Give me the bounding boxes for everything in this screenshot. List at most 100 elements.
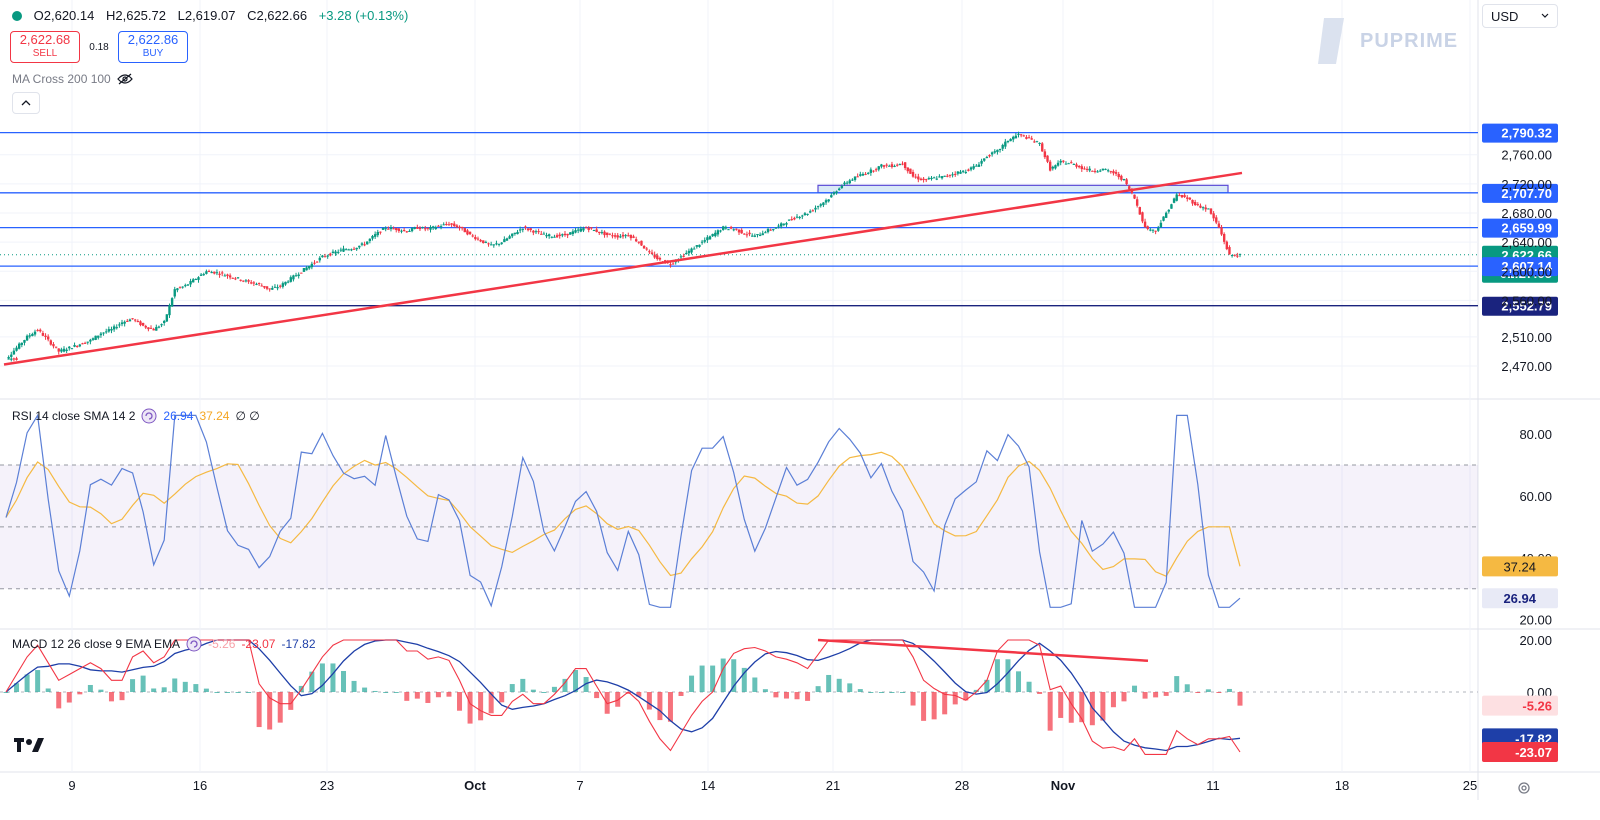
- candle-body: [176, 288, 179, 291]
- currency-select[interactable]: USD: [1482, 4, 1558, 28]
- level-label-bg: [1482, 218, 1558, 238]
- candle-body: [600, 232, 604, 234]
- macd-histogram-bar: [783, 692, 789, 699]
- y-tick-label: 2,680.00: [1501, 206, 1552, 221]
- macd-histogram-bar: [952, 692, 958, 705]
- candle-body: [827, 199, 830, 202]
- candle-body: [993, 151, 996, 153]
- candle-body: [279, 285, 282, 287]
- candle-body: [919, 178, 923, 181]
- candle-body: [358, 245, 361, 248]
- candle-body: [695, 245, 699, 247]
- candle-body: [745, 234, 749, 236]
- y-tick-label: 2,560.00: [1501, 293, 1552, 308]
- macd-histogram-bar: [878, 692, 884, 693]
- candle-body: [318, 257, 321, 261]
- buy-button[interactable]: 2,622.86 BUY: [118, 31, 188, 63]
- candle-body: [795, 216, 799, 218]
- collapse-button[interactable]: [12, 92, 40, 114]
- candle-body: [1122, 179, 1126, 181]
- candle-body: [540, 233, 543, 235]
- candle-body: [1128, 186, 1131, 190]
- candle-body: [344, 249, 348, 251]
- macd-histogram-bar: [3, 692, 9, 693]
- candle-body: [605, 232, 609, 235]
- macd-histogram-bar: [741, 667, 747, 692]
- candle-body: [882, 165, 886, 167]
- candle-body: [798, 217, 801, 219]
- candle-body: [634, 239, 638, 242]
- macd-histogram-bar: [573, 670, 579, 692]
- candle-body: [1054, 165, 1057, 169]
- candle-body: [508, 236, 511, 239]
- candle-body: [518, 229, 522, 231]
- candle-body: [139, 321, 142, 326]
- candle-body: [1117, 173, 1120, 178]
- candle-body: [1001, 144, 1004, 149]
- candle-body: [1178, 195, 1181, 197]
- candle-body: [389, 227, 393, 230]
- ascending-trendline: [3, 171, 1243, 366]
- candle-body: [935, 178, 938, 180]
- macd-histogram-bar: [151, 688, 157, 692]
- candle-body: [505, 238, 509, 241]
- rsi-indicator-title[interactable]: RSI 14 close SMA 14 2 26.94 37.24 ∅ ∅: [12, 408, 260, 424]
- macd-histogram-bar: [172, 678, 178, 692]
- candle-body: [996, 149, 999, 153]
- candle-body: [416, 227, 419, 229]
- macd-histogram-bar: [330, 663, 336, 692]
- macd-histogram-bar: [309, 671, 315, 692]
- candle-body: [629, 234, 633, 239]
- candle-body: [281, 283, 285, 287]
- candle-body: [294, 275, 298, 277]
- candle-body: [608, 233, 612, 235]
- candle-body: [36, 330, 39, 332]
- candle-body: [244, 280, 248, 282]
- x-tick-label: 9: [68, 778, 75, 793]
- candle-body: [468, 231, 472, 235]
- macd-histogram-bar: [1079, 692, 1085, 723]
- candle-body: [1220, 227, 1223, 235]
- macd-histogram-bar: [994, 659, 1000, 692]
- refresh-icon[interactable]: [186, 636, 202, 652]
- candle-body: [442, 224, 445, 226]
- settings-icon[interactable]: [1516, 780, 1532, 796]
- candle-body: [534, 231, 538, 233]
- eye-off-icon[interactable]: [116, 73, 133, 85]
- candle-body: [39, 329, 42, 332]
- macd-histogram-bar: [710, 665, 716, 692]
- candle-body: [347, 249, 350, 251]
- candle-body: [57, 348, 60, 352]
- candle-body: [1141, 212, 1144, 222]
- candle-body: [524, 226, 527, 228]
- candle-body: [645, 248, 648, 250]
- candle-body: [107, 329, 111, 332]
- macd-pane: 20.000.00-5.26-17.82-23.07: [0, 633, 1558, 762]
- candle-body: [223, 275, 227, 277]
- candle-body: [790, 219, 793, 221]
- candle-body: [985, 157, 989, 159]
- candle-body: [716, 230, 720, 235]
- sell-button[interactable]: 2,622.68 SELL: [10, 31, 80, 63]
- macd-histogram-bar: [594, 692, 600, 699]
- candle-body: [1120, 175, 1123, 180]
- tradingview-logo-icon: [14, 738, 44, 752]
- candle-body: [959, 171, 962, 174]
- candle-body: [948, 174, 952, 176]
- candle-body: [547, 234, 551, 237]
- macd-indicator-title[interactable]: MACD 12 26 close 9 EMA EMA -5.26 -23.07 …: [12, 636, 316, 652]
- ma-indicator-title[interactable]: MA Cross 200 100: [12, 72, 133, 86]
- candle-body: [766, 229, 770, 233]
- candle-body: [650, 252, 654, 254]
- candle-body: [1077, 165, 1081, 168]
- candle-body: [1212, 213, 1215, 219]
- candle-body: [300, 272, 303, 274]
- candle-body: [555, 235, 559, 238]
- candle-body: [252, 282, 256, 284]
- macd-histogram-bar: [1121, 692, 1127, 702]
- refresh-icon[interactable]: [141, 408, 157, 424]
- time-axis: 9 16 23 Oct 7 14 21 28 Nov 11 18 25: [68, 778, 1477, 793]
- rsi-label-bg: [1482, 588, 1558, 609]
- candle-body: [231, 277, 234, 279]
